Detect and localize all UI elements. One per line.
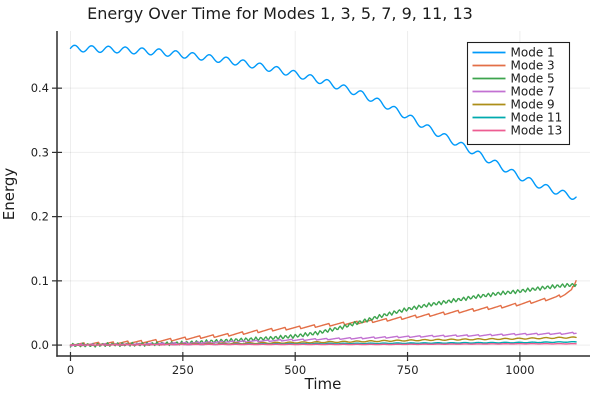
y-tick-label: 0.4	[31, 81, 49, 95]
legend-label-mode-1: Mode 1	[511, 46, 555, 60]
series-line-mode-13	[69, 342, 577, 346]
x-axis-label: Time	[304, 375, 342, 393]
x-tick-label: 750	[397, 363, 419, 377]
legend-item-mode-9: Mode 9	[472, 98, 555, 112]
legend-item-mode-1: Mode 1	[472, 46, 555, 60]
legend-item-mode-7: Mode 7	[472, 85, 555, 99]
x-tick-label: 0	[67, 363, 74, 377]
legend-label-mode-5: Mode 5	[511, 72, 555, 86]
legend-item-mode-5: Mode 5	[472, 72, 555, 86]
chart-title: Energy Over Time for Modes 1, 3, 5, 7, 9…	[87, 4, 473, 23]
series-line-mode-3	[69, 280, 577, 347]
legend-label-mode-11: Mode 11	[511, 111, 563, 125]
x-tick-label: 250	[172, 363, 194, 377]
y-tick-label: 0.3	[31, 145, 49, 159]
legend-label-mode-9: Mode 9	[511, 98, 555, 112]
legend-label-mode-7: Mode 7	[511, 85, 555, 99]
legend-item-mode-13: Mode 13	[472, 124, 563, 138]
legend-item-mode-3: Mode 3	[472, 59, 555, 73]
y-tick-label: 0.1	[31, 274, 49, 288]
y-tick-label: 0.2	[31, 210, 49, 224]
x-tick-label: 1000	[505, 363, 534, 377]
legend-box	[466, 41, 571, 146]
legend-label-mode-3: Mode 3	[511, 59, 555, 73]
series-line-mode-5	[69, 282, 577, 348]
legend-item-mode-11: Mode 11	[472, 111, 563, 125]
y-tick-label: 0.0	[31, 338, 49, 352]
axes-layer: 0 250 500 750 1000 0.0 0.1 0.2 0.3 0.4	[31, 31, 590, 377]
series-layer	[69, 44, 577, 348]
x-tick-label: 500	[284, 363, 306, 377]
series-line-mode-1	[69, 44, 577, 200]
y-axis-label: Energy	[0, 168, 18, 221]
legend-label-mode-13: Mode 13	[511, 124, 563, 138]
